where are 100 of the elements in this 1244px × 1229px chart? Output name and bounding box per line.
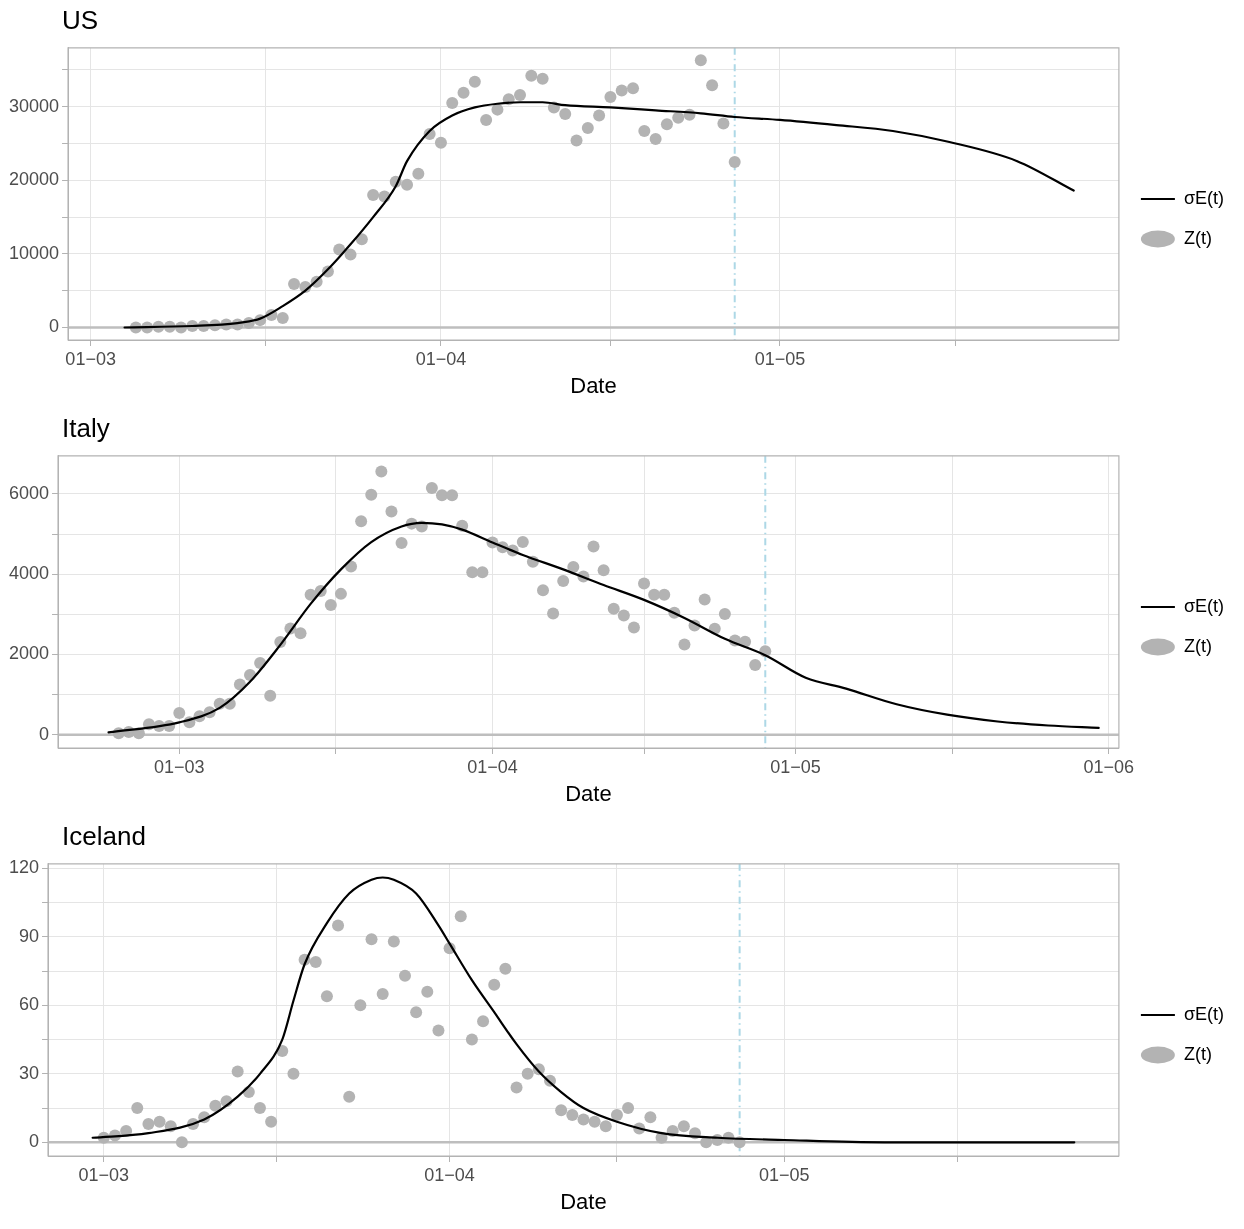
point [309,955,322,968]
line-series [107,521,1100,734]
point [142,1118,155,1131]
point [365,933,378,946]
point [638,124,651,137]
chart-title: Italy [61,412,111,443]
point [454,910,467,923]
legend-label: σE(t) [1183,187,1224,208]
point [717,117,730,130]
y-tick-label: 120 [8,857,40,878]
point [320,990,333,1003]
point [153,1115,166,1128]
point [477,1015,490,1028]
x-tick-label: 01−05 [754,348,806,369]
point [536,72,549,85]
point [525,69,538,82]
point [615,84,628,97]
point [649,133,662,146]
point [253,1102,266,1115]
y-tick-label: 30 [19,1062,40,1083]
point [566,1108,579,1121]
chart-title: Iceland [61,820,147,851]
point [412,167,425,180]
point [644,1111,657,1124]
point [446,97,459,109]
point [468,75,481,88]
point [288,278,301,291]
point [581,122,594,135]
y-tick-label: 20000 [8,169,60,190]
y-tick-label: 0 [29,1131,40,1152]
point [175,1136,188,1149]
x-tick-label: 01−04 [415,348,467,369]
point [434,136,447,149]
x-axis-title: Date [560,1188,607,1214]
point [514,88,527,101]
point [354,999,367,1012]
line-series [91,876,1076,1144]
legend-label: Z(t) [1183,635,1212,656]
point [480,113,493,126]
point [432,1024,445,1037]
x-tick-label: 01−04 [424,1164,475,1185]
point [231,1065,244,1078]
legend-label: Z(t) [1183,1043,1212,1064]
point [694,54,707,67]
x-tick-label: 01−04 [467,756,518,777]
point [588,1115,601,1128]
x-tick-label: 01−03 [65,348,116,369]
point [499,962,512,975]
point [559,108,572,121]
point [410,1006,423,1019]
x-axis-title: Date [570,372,617,398]
point [465,1033,478,1046]
point [593,109,606,122]
point [376,987,389,1000]
y-tick-label: 30000 [8,95,60,116]
y-tick-label: 10000 [8,242,60,263]
point [706,79,719,92]
point [604,91,617,104]
point [610,1108,623,1121]
point [401,178,414,191]
point [577,1113,590,1126]
x-tick-label: 01−05 [758,1164,810,1185]
point [660,118,673,131]
point [521,1067,534,1080]
y-tick-label: 6000 [9,482,50,503]
point [510,1081,523,1094]
point [570,134,583,147]
x-tick-label: 01−03 [78,1164,130,1185]
point [355,233,368,246]
point [672,111,685,124]
point [367,189,380,201]
y-tick-label: 90 [19,925,40,946]
point [555,1104,568,1117]
x-axis-title: Date [565,780,612,806]
point [276,311,289,324]
x-tick-label: 01−03 [154,756,205,777]
legend-label: Z(t) [1183,227,1212,248]
y-tick-label: 4000 [9,563,50,584]
point [398,969,411,982]
y-tick-label: 0 [49,316,60,337]
point [387,935,400,948]
point [627,82,640,95]
point [265,1115,278,1128]
point [728,155,741,168]
legend-label: σE(t) [1183,1003,1224,1024]
y-tick-label: 0 [39,723,50,744]
legend-label: σE(t) [1183,595,1224,616]
point [343,1090,356,1103]
point [622,1102,635,1115]
chart-title: US [61,4,100,35]
y-tick-label: 2000 [9,643,50,664]
point [457,86,470,99]
point [599,1120,612,1133]
x-tick-label: 01−05 [770,756,821,777]
point [421,985,434,998]
point [209,1099,222,1112]
point [287,1067,300,1080]
point [677,1120,690,1133]
point [488,978,501,991]
point [332,919,345,932]
